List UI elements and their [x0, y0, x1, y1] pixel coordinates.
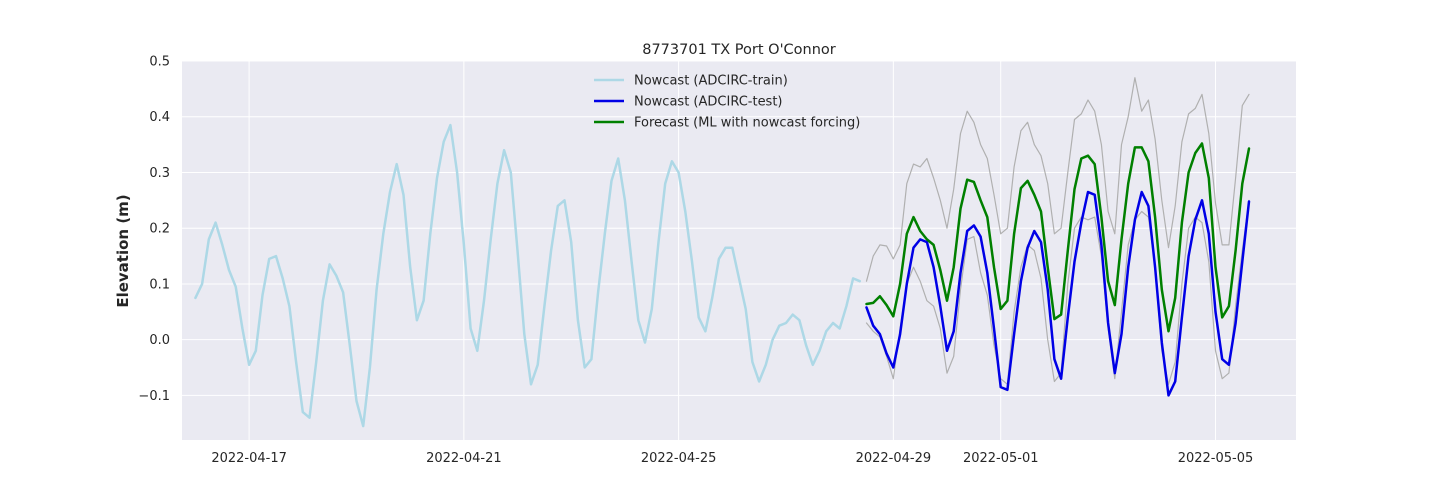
series-line-4 — [865, 142, 1251, 333]
legend: Nowcast (ADCIRC-train) Nowcast (ADCIRC-te… — [594, 74, 860, 131]
legend-label: Nowcast (ADCIRC-test) — [634, 95, 783, 110]
x-tick-label: 2022-04-29 — [856, 451, 932, 466]
y-tick-label: 0.3 — [149, 166, 170, 181]
y-tick-label: 0.2 — [149, 222, 170, 237]
y-tick-label: 0.1 — [149, 277, 170, 292]
y-axis-label: Elevation (m) — [114, 194, 132, 307]
chart-title: 8773701 TX Port O'Connor — [642, 42, 836, 58]
x-tick-label: 2022-05-05 — [1178, 451, 1254, 466]
y-tick-label: 0.5 — [149, 55, 170, 70]
series-layer — [194, 77, 1251, 428]
legend-label: Nowcast (ADCIRC-train) — [634, 74, 788, 89]
tick-labels: −0.1 0.0 0.1 0.2 0.3 0.4 0.5 2022-04-17 2022-04-… — [138, 55, 1253, 467]
x-tick-label: 2022-05-01 — [963, 451, 1039, 466]
forecast-envelope-line-2 — [865, 199, 1250, 385]
y-tick-label: 0.4 — [149, 110, 170, 125]
forecast-envelope-line-1 — [865, 77, 1250, 282]
x-tick-label: 2022-04-21 — [426, 451, 502, 466]
legend-label: Forecast (ML with nowcast forcing) — [634, 116, 860, 131]
x-tick-label: 2022-04-17 — [211, 451, 287, 466]
x-tick-label: 2022-04-25 — [641, 451, 717, 466]
y-tick-label: −0.1 — [138, 389, 170, 404]
series-line-0 — [194, 123, 862, 428]
series-line-3 — [865, 190, 1251, 397]
y-tick-label: 0.0 — [149, 333, 170, 348]
